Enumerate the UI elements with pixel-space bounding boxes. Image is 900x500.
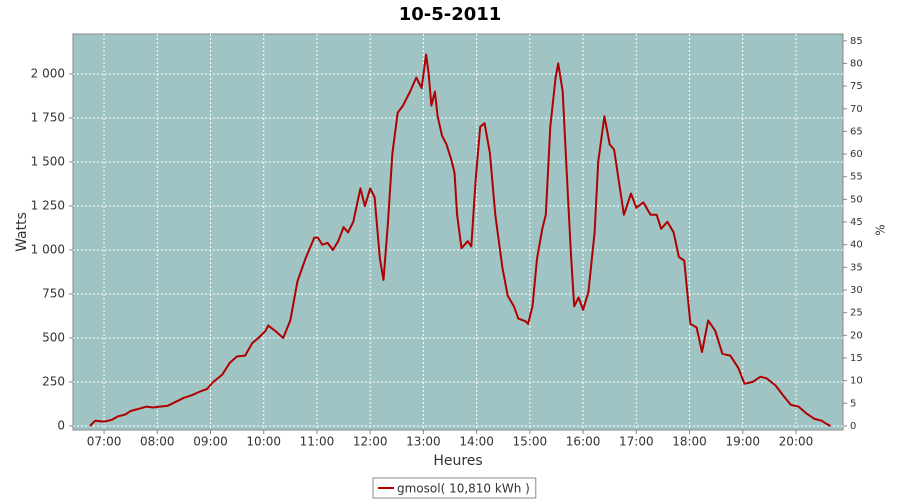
- legend: [372, 477, 537, 499]
- y2-tick-label: 80: [850, 58, 863, 69]
- y2-tick-label: 10: [850, 376, 863, 387]
- x-tick-label: 15:00: [513, 435, 548, 449]
- y2-tick-label: 50: [850, 194, 863, 205]
- x-tick-label: 13:00: [406, 435, 441, 449]
- legend-label: gmosol( 10,810 kWh ): [397, 482, 530, 496]
- y-axis-label: Watts: [14, 212, 30, 252]
- x-tick-label: 08:00: [140, 435, 175, 449]
- y-tick-label: 1 500: [31, 154, 65, 168]
- y2-tick-label: 45: [850, 217, 863, 228]
- x-tick-label: 12:00: [353, 435, 388, 449]
- y-tick-label: 0: [57, 418, 65, 432]
- y2-tick-label: 75: [850, 81, 863, 92]
- y2-axis-label: %: [874, 224, 888, 235]
- y-tick-label: 500: [42, 330, 65, 344]
- y2-tick-label: 30: [850, 285, 863, 296]
- x-tick-label: 10:00: [246, 435, 281, 449]
- x-tick-label: 20:00: [779, 435, 814, 449]
- x-axis-label: Heures: [433, 453, 482, 469]
- plot-area: [72, 33, 844, 431]
- y-tick-label: 250: [42, 374, 65, 388]
- x-tick-label: 16:00: [566, 435, 601, 449]
- y2-tick-label: 5: [850, 398, 856, 409]
- x-tick-label: 14:00: [459, 435, 494, 449]
- y2-tick-label: 35: [850, 262, 863, 273]
- y-tick-label: 1 750: [31, 110, 65, 124]
- y2-tick-label: 40: [850, 240, 863, 251]
- x-tick-label: 17:00: [619, 435, 654, 449]
- y2-tick-label: 25: [850, 308, 863, 319]
- y2-tick-label: 20: [850, 330, 863, 341]
- x-tick-label: 19:00: [725, 435, 760, 449]
- y2-tick-label: 65: [850, 126, 863, 137]
- y2-tick-label: 85: [850, 36, 863, 47]
- y2-tick-label: 15: [850, 353, 863, 364]
- y-tick-label: 1 000: [31, 242, 65, 256]
- data-line: [89, 53, 832, 427]
- y2-tick-label: 60: [850, 149, 863, 160]
- chart-title: 10-5-2011: [399, 4, 502, 25]
- y2-tick-label: 0: [850, 421, 856, 432]
- y-tick-label: 1 250: [31, 198, 65, 212]
- x-tick-label: 09:00: [193, 435, 228, 449]
- x-tick-label: 07:00: [87, 435, 122, 449]
- y-tick-label: 750: [42, 286, 65, 300]
- y-tick-label: 2 000: [31, 66, 65, 80]
- x-tick-label: 18:00: [672, 435, 707, 449]
- y2-tick-label: 70: [850, 104, 863, 115]
- y2-tick-label: 55: [850, 172, 863, 183]
- x-tick-label: 11:00: [300, 435, 335, 449]
